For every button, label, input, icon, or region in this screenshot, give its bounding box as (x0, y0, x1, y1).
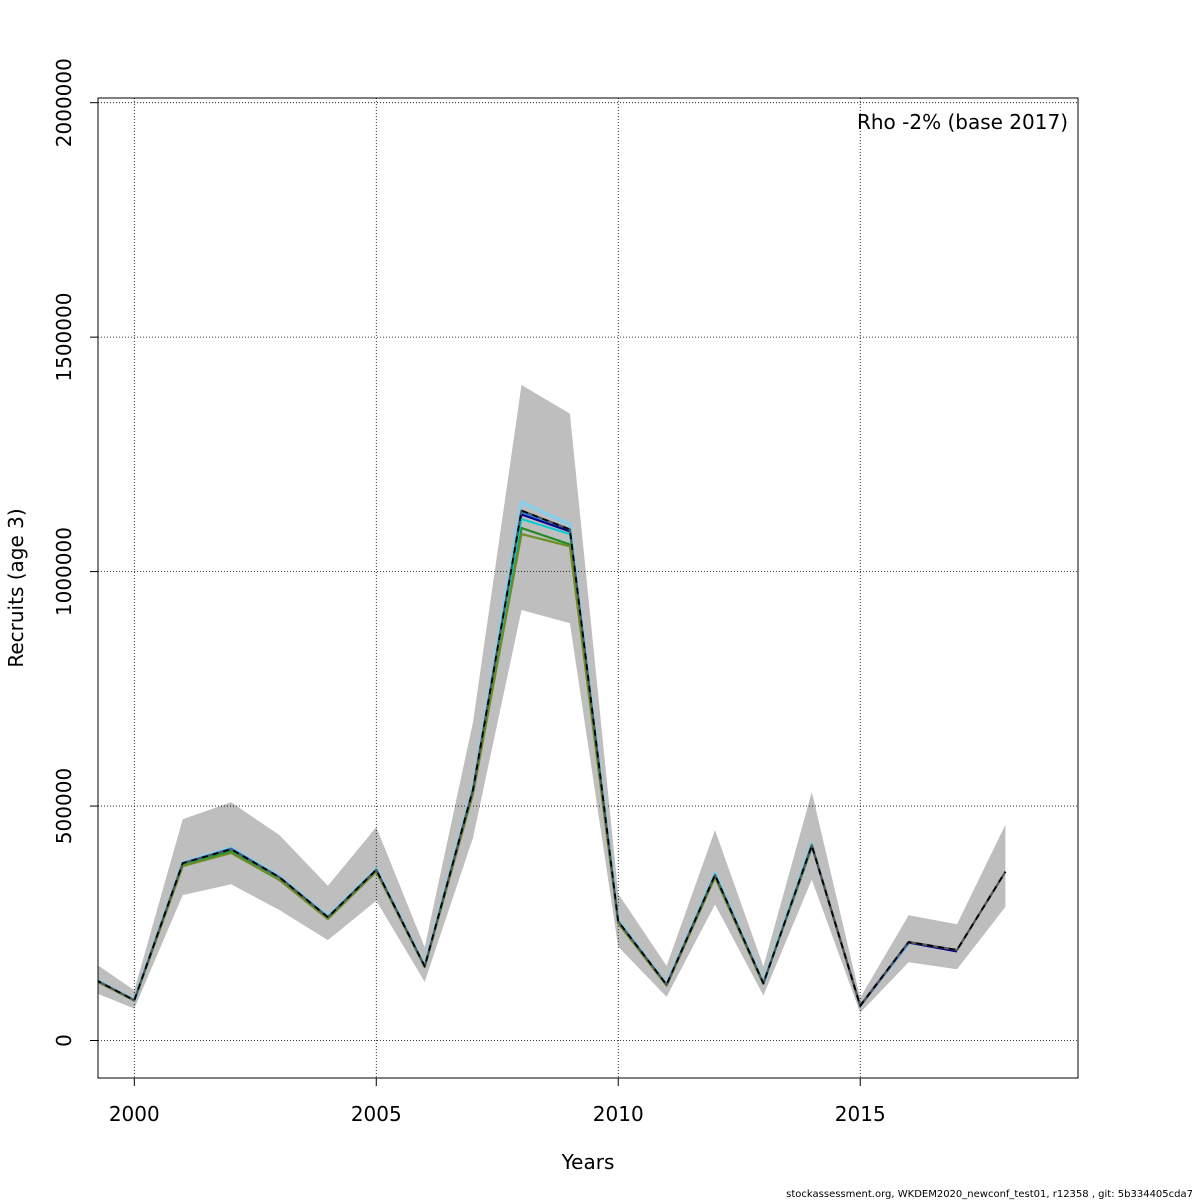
confidence-band-layer (98, 385, 1006, 1013)
legend-text: Rho -2% (base 2017) (857, 110, 1068, 134)
confidence-band (98, 385, 1006, 1013)
y-tick-label: 1000000 (52, 527, 76, 616)
series-line (98, 532, 765, 1002)
plot-frame (97, 97, 1079, 1079)
grid-layer (98, 98, 1078, 1078)
y-tick-label: 0 (52, 1034, 76, 1047)
y-axis-title: Recruits (age 3) (4, 508, 28, 667)
x-tick-label: 2010 (593, 1102, 644, 1126)
series-line (98, 526, 813, 1002)
series-line (98, 509, 1007, 1007)
tick-layer: 2000 2005 2010 2015 0 500000 1000000 1500000 200… (52, 58, 886, 1126)
x-tick-label: 2005 (351, 1102, 402, 1126)
x-tick-label: 2015 (835, 1102, 886, 1126)
x-tick-label: 2000 (109, 1102, 160, 1126)
footer-text: stockassessment.org, WKDEM2020_newconf_t… (786, 1189, 1193, 1200)
y-tick-label: 2000000 (52, 58, 76, 147)
x-axis-title: Years (561, 1150, 615, 1174)
series-layer (98, 500, 1007, 1008)
y-tick-label: 500000 (52, 768, 76, 844)
y-tick-label: 1500000 (52, 293, 76, 382)
